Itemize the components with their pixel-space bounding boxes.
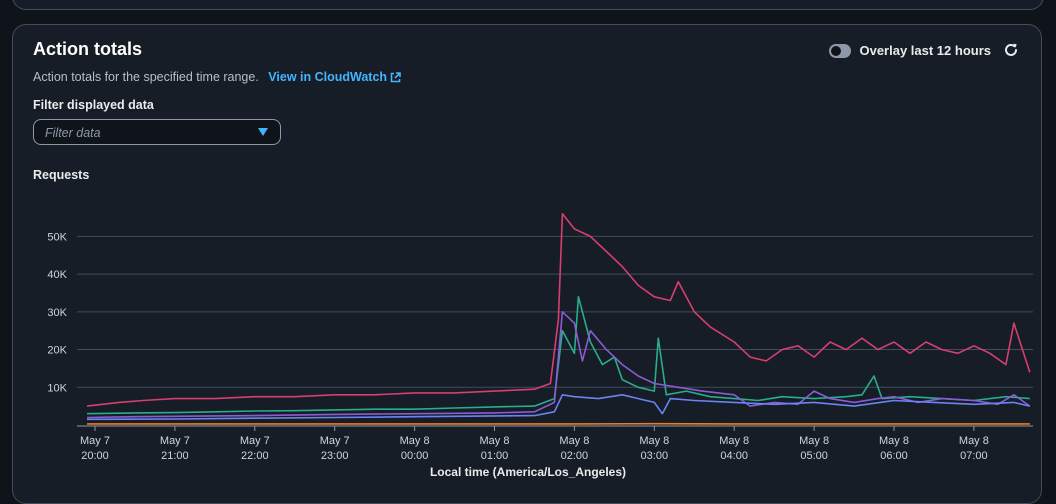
x-tick-label-time: 03:00 bbox=[641, 450, 669, 462]
y-tick-label: 50K bbox=[47, 231, 67, 243]
overlay-toggle-control[interactable]: Overlay last 12 hours bbox=[829, 43, 991, 58]
x-tick-label-time: 01:00 bbox=[481, 450, 509, 462]
x-tick-label-date: May 8 bbox=[719, 435, 749, 447]
x-tick-label-time: 06:00 bbox=[880, 450, 908, 462]
x-tick-label-date: May 8 bbox=[400, 435, 430, 447]
x-tick-label-time: 04:00 bbox=[720, 450, 748, 462]
refresh-icon[interactable] bbox=[1003, 42, 1019, 58]
x-tick-label-date: May 7 bbox=[80, 435, 110, 447]
filter-label: Filter displayed data bbox=[33, 98, 154, 112]
previous-panel bbox=[12, 0, 1044, 10]
x-tick-label-date: May 8 bbox=[959, 435, 989, 447]
panel-description: Action totals for the specified time ran… bbox=[33, 70, 401, 84]
filter-placeholder: Filter data bbox=[45, 126, 101, 140]
x-tick-label-date: May 7 bbox=[240, 435, 270, 447]
y-tick-label: 30K bbox=[47, 307, 67, 319]
x-axis-title: Local time (America/Los_Angeles) bbox=[430, 465, 626, 479]
overlay-label: Overlay last 12 hours bbox=[859, 43, 991, 58]
x-tick-label-date: May 8 bbox=[480, 435, 510, 447]
y-tick-label: 40K bbox=[47, 269, 67, 281]
x-tick-label-date: May 8 bbox=[639, 435, 669, 447]
x-tick-label-date: May 8 bbox=[879, 435, 909, 447]
action-totals-chart: 10K 20K 30K 40K 50K May 7 20:00 May 7 21:00 May 7… bbox=[25, 205, 1035, 483]
action-totals-panel: Action totals Overlay last 12 hours Acti… bbox=[12, 24, 1042, 504]
x-tick-label-date: May 7 bbox=[320, 435, 350, 447]
caret-down-icon bbox=[258, 128, 268, 136]
view-in-cloudwatch-link[interactable]: View in CloudWatch bbox=[268, 70, 401, 84]
x-tick-label-time: 02:00 bbox=[561, 450, 589, 462]
x-tick-label-time: 20:00 bbox=[81, 450, 109, 462]
x-tick-label-date: May 7 bbox=[160, 435, 190, 447]
panel-title: Action totals bbox=[33, 39, 142, 60]
x-tick-label-time: 21:00 bbox=[161, 450, 189, 462]
toggle-knob bbox=[831, 46, 841, 56]
external-link-icon bbox=[390, 72, 401, 83]
series-line-1 bbox=[87, 214, 1030, 406]
y-axis-title: Requests bbox=[33, 168, 89, 182]
description-text: Action totals for the specified time ran… bbox=[33, 70, 259, 84]
link-label: View in CloudWatch bbox=[268, 70, 387, 84]
x-tick-label-date: May 8 bbox=[559, 435, 589, 447]
x-tick-label-time: 07:00 bbox=[960, 450, 988, 462]
x-tick-label-time: 00:00 bbox=[401, 450, 429, 462]
y-tick-label: 10K bbox=[47, 382, 67, 394]
x-tick-label-time: 23:00 bbox=[321, 450, 349, 462]
y-tick-label: 20K bbox=[47, 345, 67, 357]
x-tick-label-time: 22:00 bbox=[241, 450, 269, 462]
overlay-toggle[interactable] bbox=[829, 44, 851, 58]
x-tick-label-date: May 8 bbox=[799, 435, 829, 447]
filter-data-select[interactable]: Filter data bbox=[33, 119, 281, 145]
x-tick-label-time: 05:00 bbox=[800, 450, 828, 462]
